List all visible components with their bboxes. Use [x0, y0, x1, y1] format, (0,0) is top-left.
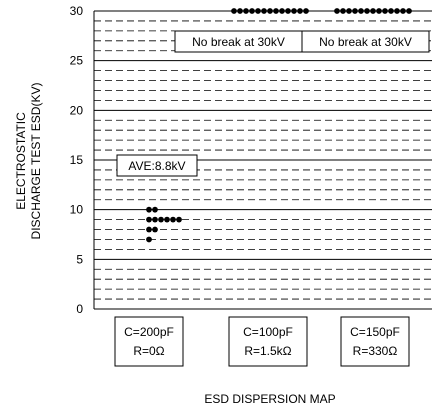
data-point — [297, 8, 303, 14]
data-point — [291, 8, 297, 14]
y-axis-label-line-1: ELECTROSTATIC — [14, 112, 28, 210]
y-axis-label: ELECTROSTATIC DISCHARGE TEST ESD(KV) — [14, 83, 43, 240]
data-point — [261, 8, 267, 14]
category-label-line-1: C=150pF — [350, 325, 400, 339]
annotations: AVE:8.8kV No break at 30kV No break at 30k… — [116, 30, 430, 177]
data-point — [249, 8, 255, 14]
data-point — [267, 8, 273, 14]
y-tick-label: 0 — [76, 302, 83, 316]
y-ticks: 0 5 10 15 20 25 30 — [70, 4, 84, 316]
category-label-line-1: C=200pF — [124, 325, 174, 339]
data-point — [243, 8, 249, 14]
y-tick-label: 25 — [70, 54, 84, 68]
category-label-line-1: C=100pF — [243, 325, 293, 339]
annotation-box — [116, 154, 198, 177]
data-point — [334, 8, 340, 14]
data-point — [158, 216, 164, 223]
category-box — [228, 316, 308, 367]
data-point — [231, 8, 237, 14]
data-point — [394, 8, 400, 14]
data-point — [237, 8, 243, 14]
data-point — [382, 8, 388, 14]
data-point — [388, 8, 394, 14]
y-tick-label: 5 — [76, 252, 83, 266]
chart-title: ESD DISPERSION MAP — [204, 392, 335, 406]
data-point — [152, 216, 158, 223]
category-box — [340, 316, 410, 367]
data-point — [152, 226, 158, 233]
data-point — [364, 8, 370, 14]
y-tick-label: 15 — [70, 153, 84, 167]
data-point — [358, 8, 364, 14]
data-point — [255, 8, 261, 14]
data-point — [146, 226, 152, 233]
data-point — [273, 8, 279, 14]
data-point — [146, 216, 152, 223]
annotation-text: No break at 30kV — [192, 35, 285, 49]
data-point — [285, 8, 291, 14]
data-point — [376, 8, 382, 14]
data-point — [406, 8, 412, 14]
data-point — [346, 8, 352, 14]
y-tick-label: 10 — [70, 203, 84, 217]
data-point — [279, 8, 285, 14]
data-point — [164, 216, 170, 223]
data-point — [176, 216, 182, 223]
data-point — [152, 206, 158, 213]
category-label-line-2: R=1.5kΩ — [244, 344, 291, 358]
data-point — [340, 8, 346, 14]
y-tick-label: 30 — [70, 4, 84, 18]
data-point — [400, 8, 406, 14]
category-label-line-2: R=330Ω — [353, 344, 398, 358]
category-box — [114, 316, 184, 367]
annotation-text: AVE:8.8kV — [128, 159, 185, 173]
annotation-text: No break at 30kV — [319, 35, 412, 49]
data-point — [370, 8, 376, 14]
category-label-line-2: R=0Ω — [133, 344, 164, 358]
data-point — [352, 8, 358, 14]
data-points — [146, 8, 412, 243]
data-point — [170, 216, 176, 223]
y-tick-label: 20 — [70, 103, 84, 117]
data-point — [146, 206, 152, 213]
y-axis-label-line-2: DISCHARGE TEST ESD(KV) — [29, 83, 43, 240]
data-point — [303, 8, 309, 14]
annotation-box — [301, 30, 430, 53]
data-point — [146, 236, 152, 243]
category-labels: C=200pF R=0Ω C=100pF R=1.5kΩ C=150pF R=330Ω — [114, 316, 410, 367]
